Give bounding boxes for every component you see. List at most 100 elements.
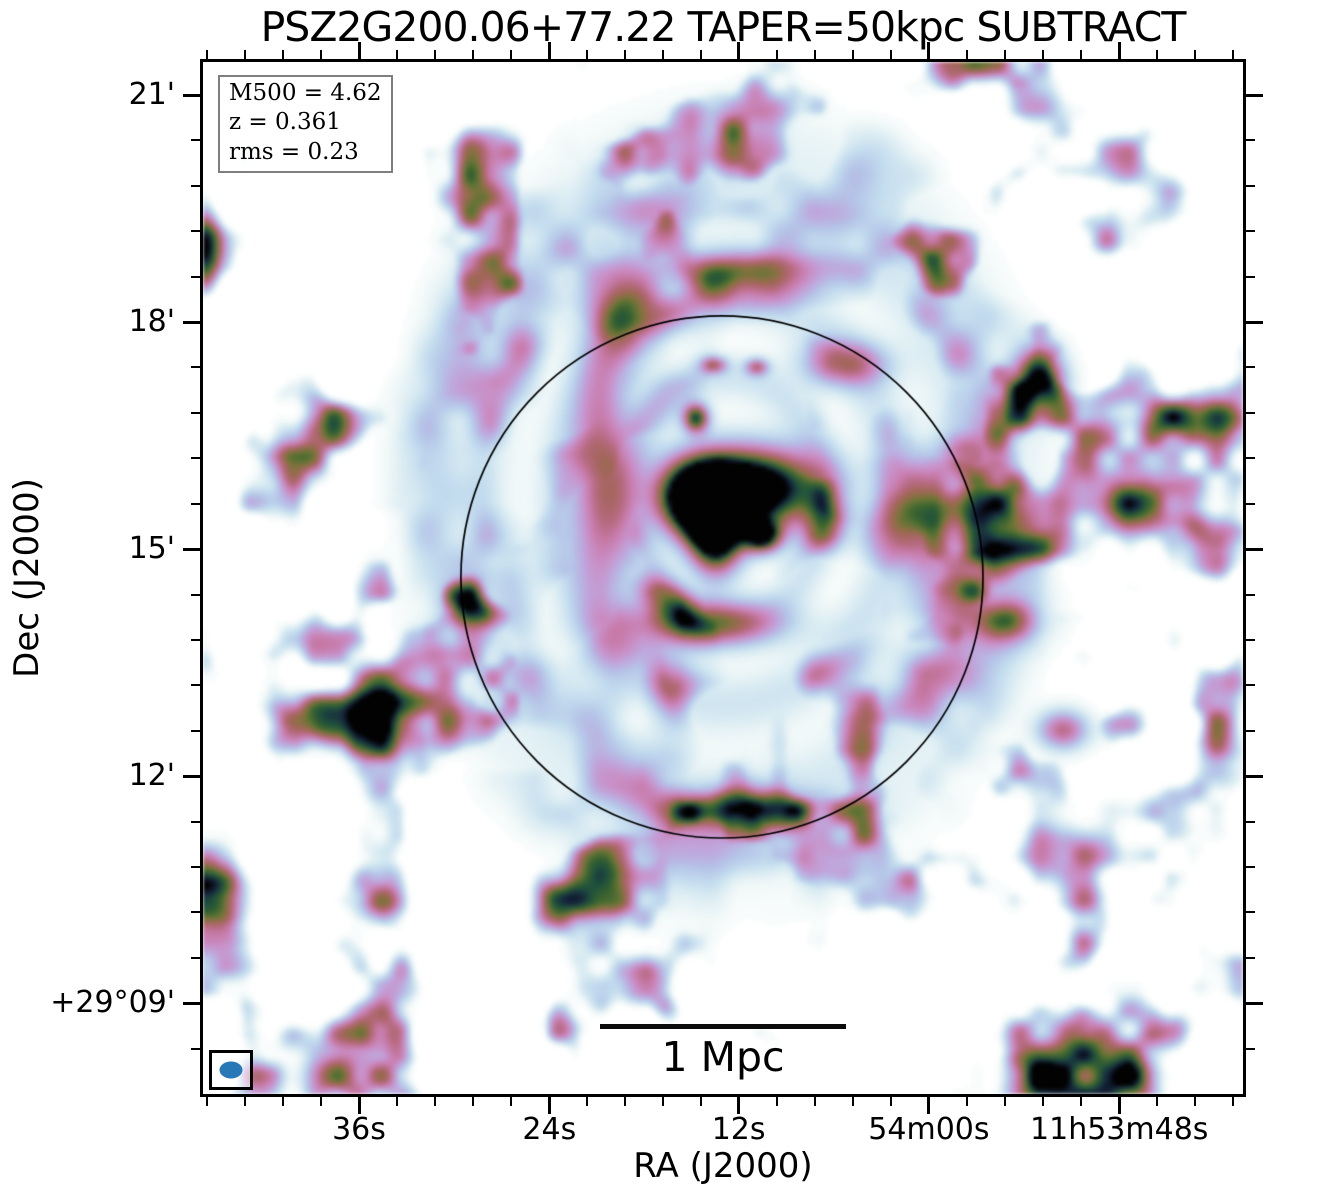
- y-minor-tick: [191, 457, 200, 460]
- x-minor-tick-top: [1003, 50, 1006, 59]
- x-minor-tick-top: [1041, 50, 1044, 59]
- y-minor-tick-right: [1246, 411, 1255, 414]
- x-tick-label: 54m00s: [868, 1112, 990, 1147]
- x-major-tick: [357, 1097, 361, 1114]
- y-minor-tick-right: [1246, 366, 1255, 369]
- y-major-tick-right: [1246, 320, 1263, 324]
- y-minor-tick: [191, 366, 200, 369]
- y-tick-label: 18': [128, 304, 175, 340]
- x-minor-tick: [699, 1097, 702, 1106]
- x-minor-tick: [1193, 1097, 1196, 1106]
- x-minor-tick-top: [433, 50, 436, 59]
- x-minor-tick: [1079, 1097, 1082, 1106]
- y-minor-tick: [191, 502, 200, 505]
- y-minor-tick-right: [1246, 230, 1255, 233]
- y-minor-tick: [191, 820, 200, 823]
- y-minor-tick-right: [1246, 729, 1255, 732]
- x-minor-tick-top: [244, 50, 246, 59]
- x-minor-tick-top: [585, 50, 588, 59]
- y-minor-tick-right: [1246, 593, 1255, 596]
- y-major-tick: [183, 547, 200, 551]
- y-minor-tick: [191, 275, 200, 278]
- y-minor-tick-right: [1246, 865, 1255, 868]
- x-minor-tick-top: [1155, 50, 1158, 59]
- x-minor-tick: [282, 1097, 284, 1106]
- x-minor-tick: [1155, 1097, 1158, 1106]
- y-tick-label: 21': [128, 77, 175, 113]
- y-minor-tick: [191, 230, 200, 233]
- info-m500: M500 = 4.62: [229, 80, 382, 106]
- y-minor-tick: [191, 593, 200, 596]
- y-minor-tick-right: [1246, 139, 1255, 142]
- y-minor-tick: [191, 184, 200, 187]
- y-tick-label: 12': [128, 758, 175, 794]
- x-minor-tick: [623, 1097, 626, 1106]
- y-minor-tick-right: [1246, 911, 1255, 914]
- plot-title: PSZ2G200.06+77.22 TAPER=50kpc SUBTRACT: [260, 3, 1187, 51]
- x-tick-label: 11h53m48s: [1030, 1112, 1209, 1147]
- x-tick-label: 24s: [522, 1112, 577, 1147]
- x-minor-tick: [851, 1097, 854, 1106]
- y-major-tick: [183, 774, 200, 778]
- x-minor-tick: [206, 1097, 208, 1106]
- x-minor-tick-top: [851, 50, 854, 59]
- x-major-tick-top: [737, 42, 741, 59]
- y-minor-tick-right: [1246, 502, 1255, 505]
- info-redshift: z = 0.361: [229, 109, 341, 136]
- x-tick-label: 12s: [711, 1112, 766, 1147]
- x-minor-tick: [1041, 1097, 1044, 1106]
- x-minor-tick: [509, 1097, 512, 1106]
- y-minor-tick: [191, 638, 200, 641]
- beam-box: [209, 1050, 253, 1090]
- y-minor-tick-right: [1246, 638, 1255, 641]
- scale-bar-label: 1 Mpc: [661, 1033, 785, 1081]
- x-minor-tick-top: [320, 50, 322, 59]
- x-minor-tick: [813, 1097, 816, 1106]
- y-minor-tick: [191, 865, 200, 868]
- y-minor-tick: [191, 411, 200, 414]
- x-minor-tick-top: [661, 50, 664, 59]
- y-minor-tick-right: [1246, 684, 1255, 687]
- x-minor-tick: [471, 1097, 474, 1106]
- x-major-tick-top: [357, 42, 361, 59]
- x-minor-tick: [965, 1097, 968, 1106]
- scale-bar-line: [600, 1024, 846, 1029]
- x-axis-label: RA (J2000): [633, 1146, 813, 1186]
- x-minor-tick-top: [965, 50, 968, 59]
- x-minor-tick-top: [813, 50, 816, 59]
- x-minor-tick-top: [775, 50, 778, 59]
- y-minor-tick: [191, 1047, 200, 1050]
- x-major-tick-top: [547, 42, 551, 59]
- y-tick-label: 15': [128, 531, 175, 567]
- y-minor-tick-right: [1246, 1047, 1255, 1050]
- x-minor-tick: [1231, 1097, 1234, 1106]
- beam-ellipse-icon: [219, 1061, 243, 1079]
- x-minor-tick: [775, 1097, 778, 1106]
- y-minor-tick: [191, 684, 200, 687]
- y-major-tick-right: [1246, 93, 1263, 97]
- x-minor-tick-top: [1193, 50, 1196, 59]
- plot-area: M500 = 4.62 z = 0.361 rms = 0.23 1 Mpc 3…: [50, 42, 1263, 1147]
- y-major-tick: [183, 93, 200, 97]
- x-major-tick: [927, 1097, 931, 1114]
- x-major-tick: [1117, 1097, 1121, 1114]
- y-major-tick-right: [1246, 1001, 1263, 1005]
- y-major-tick: [183, 1001, 200, 1005]
- x-minor-tick: [395, 1097, 398, 1106]
- cluster-info-box: M500 = 4.62 z = 0.361 rms = 0.23: [218, 75, 393, 174]
- info-rms: rms = 0.23: [229, 138, 359, 165]
- x-major-tick-top: [1117, 42, 1121, 59]
- x-minor-tick-top: [1231, 50, 1234, 59]
- y-minor-tick: [191, 729, 200, 732]
- y-major-tick-right: [1246, 547, 1263, 551]
- x-minor-tick: [1003, 1097, 1006, 1106]
- x-minor-tick-top: [699, 50, 702, 59]
- y-major-tick: [183, 320, 200, 324]
- y-minor-tick: [191, 911, 200, 914]
- x-minor-tick: [661, 1097, 664, 1106]
- x-minor-tick: [244, 1097, 246, 1106]
- x-minor-tick-top: [623, 50, 626, 59]
- x-major-tick-top: [927, 42, 931, 59]
- y-minor-tick: [191, 956, 200, 959]
- y-axis-label: Dec (J2000): [7, 478, 47, 678]
